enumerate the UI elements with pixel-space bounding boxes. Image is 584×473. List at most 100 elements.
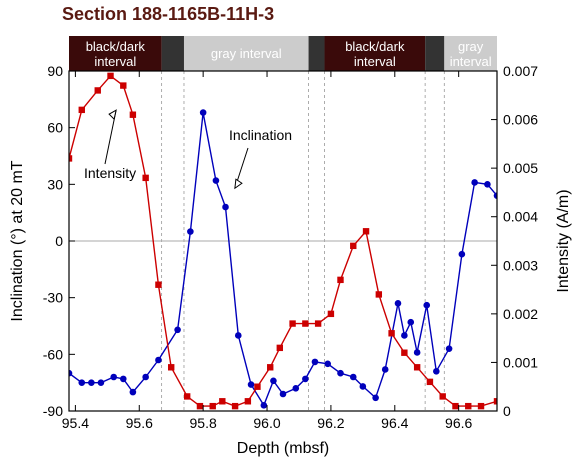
inclination-point (413, 349, 421, 356)
intensity-point (493, 398, 497, 405)
y-right-tick-label: 0.001 (503, 354, 538, 370)
interval-label: interval (354, 54, 396, 69)
y-left-tick-label: -30 (43, 290, 63, 306)
inclination-point (187, 228, 194, 235)
y-right-tick-label: 0.005 (503, 160, 538, 176)
y-right-tick-label: 0.003 (503, 257, 538, 273)
inclination-point (142, 373, 149, 381)
interval-label: gray (458, 39, 484, 54)
inclination-point (292, 385, 300, 392)
inclination-point (445, 345, 453, 352)
y-right-tick-label: 0.006 (503, 112, 538, 128)
intensity-point (231, 402, 239, 410)
interval-band (308, 36, 325, 71)
inclination-point (493, 192, 497, 199)
inclination-point (222, 203, 229, 211)
inclination-point (247, 381, 255, 388)
series-group (69, 72, 497, 410)
intensity-point (155, 281, 162, 288)
y-left-tick-label: -90 (43, 403, 63, 419)
inclination-annotation: Inclination (229, 127, 292, 143)
intensity-point (426, 378, 434, 386)
inclination-point (199, 109, 207, 116)
interval-label: black/dark (86, 39, 146, 54)
y-left-axis-label: Inclination (°) at 20 mT (9, 160, 26, 321)
inclination-point (484, 181, 491, 188)
x-axis-label: Depth (mbsf) (237, 440, 329, 457)
intensity-point (337, 276, 344, 284)
inclination-point (433, 368, 440, 375)
interval-band (444, 36, 497, 71)
inclination-point (129, 388, 137, 396)
intensity-point (129, 111, 137, 118)
annotations: Intensity Inclination (84, 109, 292, 190)
y-right-axis-label: Intensity (A/m) (555, 189, 572, 292)
x-tick-label: 96.2 (317, 415, 344, 431)
x-tick-label: 96.4 (381, 415, 408, 431)
interval-label: interval (450, 54, 492, 69)
axes: 95.4 95.6 95.8 96.0 96.2 96.4 96.6 90 60 30 0 -30 -6… (9, 63, 572, 457)
inclination-point (110, 373, 118, 381)
inclination-point (311, 358, 319, 366)
inclination-point (260, 402, 268, 409)
intensity-point (350, 242, 357, 250)
intensity-point (477, 402, 485, 410)
intensity-point (120, 82, 127, 89)
interval-band (324, 36, 426, 71)
inclination-point (372, 394, 379, 402)
inclination-point (423, 301, 431, 309)
intensity-point (244, 398, 252, 405)
inclination-arrowhead (234, 178, 243, 190)
intensity-point (388, 330, 395, 337)
intensity-point (375, 291, 383, 298)
interval-label: interval (94, 54, 136, 69)
inclination-point (174, 326, 181, 334)
intensity-point (401, 349, 408, 356)
intensity-point (314, 320, 322, 327)
inclination-point (394, 300, 402, 307)
intensity-point (168, 364, 175, 371)
inclination-point (337, 369, 344, 377)
y-right-tick-label: 0 (503, 403, 511, 419)
inclination-point (359, 383, 367, 390)
y-left-tick-label: 90 (47, 63, 63, 79)
intensity-point (78, 106, 85, 114)
inclination-point (381, 366, 389, 373)
x-tick-label: 96.0 (253, 415, 280, 431)
inclination-point (212, 177, 220, 184)
inclination-point (69, 369, 73, 377)
intensity-point (413, 364, 421, 371)
intensity-point (69, 155, 73, 162)
interval-band (183, 36, 309, 71)
y-right-tick-label: 0.002 (503, 306, 538, 322)
intensity-point (327, 310, 335, 318)
intensity-point (219, 398, 226, 405)
intensity-point (209, 402, 216, 410)
intensity-point (276, 344, 284, 352)
inclination-series-line (69, 112, 497, 407)
interval-label: black/dark (345, 39, 405, 54)
interval-label: gray interval (211, 46, 282, 61)
x-tick-label: 96.6 (445, 415, 472, 431)
inclination-point (458, 250, 466, 258)
inclination-point (270, 377, 277, 385)
y-right-tick-label: 0.007 (503, 63, 538, 79)
interval-band (69, 36, 162, 71)
inclination-point (155, 356, 162, 364)
inclination-point (407, 318, 415, 326)
chart-title: Section 188-1165B-11H-3 (62, 4, 275, 24)
y-left-tick-label: 0 (55, 233, 63, 249)
intensity-point (267, 364, 274, 371)
intensity-annotation: Intensity (84, 165, 136, 181)
inclination-point (97, 379, 105, 386)
intensity-arrowhead (108, 109, 117, 121)
inclination-point (119, 375, 127, 383)
intensity-point (439, 393, 446, 400)
inclination-point (471, 179, 478, 186)
intensity-point (142, 174, 149, 182)
inclination-point (88, 379, 95, 386)
intensity-point (289, 320, 296, 327)
intensity-point (107, 72, 114, 80)
